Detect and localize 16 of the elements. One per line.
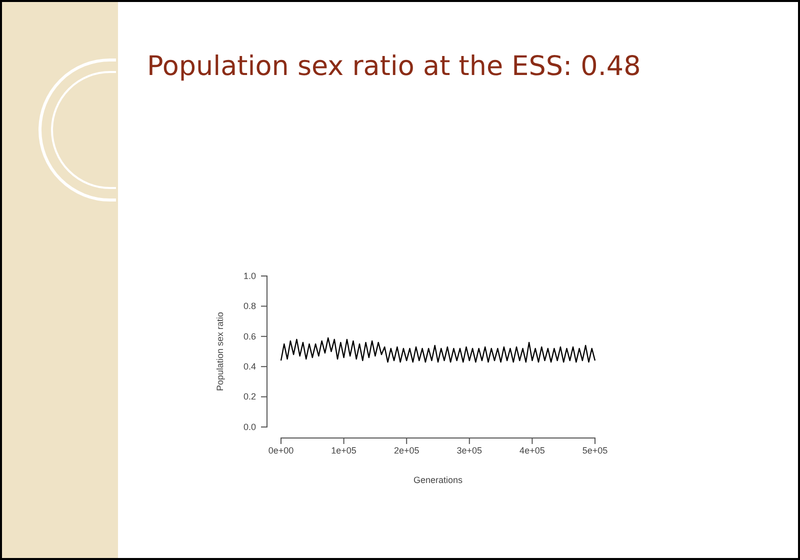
chart-title: Population sex ratio at the ESS: 0.48 xyxy=(147,51,641,82)
x-tick-label: 3e+05 xyxy=(456,445,482,456)
x-tick-label: 0e+00 xyxy=(268,445,294,456)
y-tick-label: 1.0 xyxy=(243,270,256,281)
y-tick-label: 0.6 xyxy=(243,331,256,342)
x-tick-label: 5e+05 xyxy=(582,445,608,456)
y-axis-title: Population sex ratio xyxy=(215,312,225,392)
x-tick-label: 4e+05 xyxy=(520,445,545,456)
y-tick-label: 0.0 xyxy=(243,422,256,432)
y-tick-label: 0.4 xyxy=(243,361,256,372)
y-tick-label: 0.2 xyxy=(243,392,256,402)
x-axis-title: Generations xyxy=(413,475,464,485)
y-tick-label: 0.8 xyxy=(243,301,256,312)
x-tick-label: 2e+05 xyxy=(394,445,420,456)
x-tick-label: 1e+05 xyxy=(331,445,356,456)
line-series xyxy=(280,337,596,363)
